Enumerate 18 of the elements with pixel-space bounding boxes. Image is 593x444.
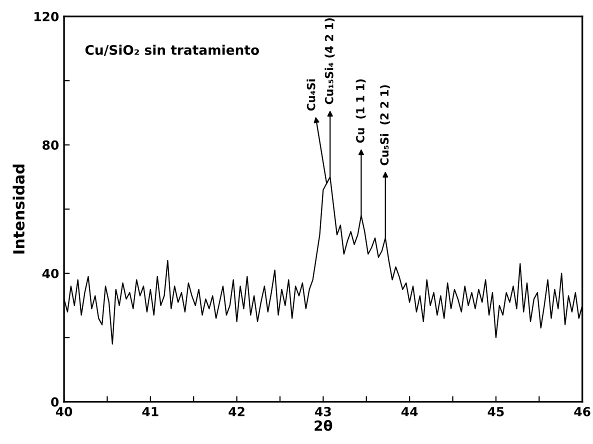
annotation: Cu₁₅Si₄ (4 2 1) — [324, 18, 335, 104]
annotation: Cu (1 1 1) — [356, 79, 366, 143]
y-tick-label: 0 — [51, 397, 59, 407]
x-tick-label: 46 — [574, 406, 590, 416]
y-tick-label: 120 — [34, 12, 59, 22]
x-tick-label: 43 — [315, 406, 331, 416]
x-tick-label: 40 — [56, 406, 72, 416]
annotation: Cu/SiO₂ sin tratamiento — [85, 44, 259, 56]
y-tick-label: 80 — [42, 140, 59, 150]
x-axis-title: 2θ — [314, 420, 332, 431]
x-tick-label: 41 — [142, 407, 158, 416]
x-tick-label: 44 — [401, 407, 418, 416]
y-tick-label: 40 — [42, 268, 59, 278]
y-axis-title: Intensidad — [12, 164, 25, 254]
annotation: Cu₅Si (2 2 1) — [380, 85, 390, 166]
annotation: Cu₄Si — [306, 79, 316, 111]
x-tick-label: 45 — [488, 407, 504, 416]
x-tick-label: 42 — [228, 406, 244, 416]
